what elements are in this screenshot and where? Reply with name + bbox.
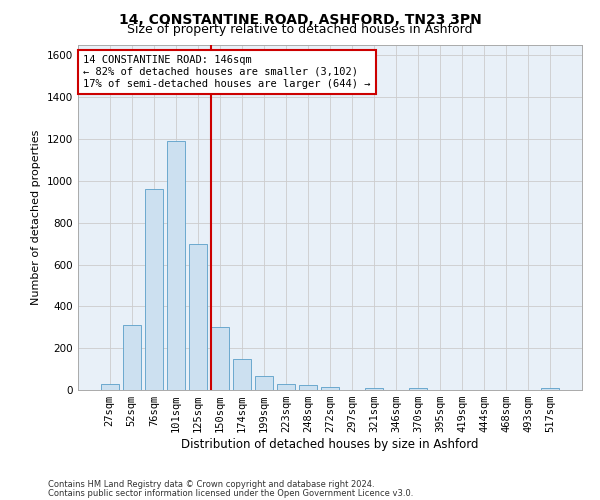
Bar	[541, 388, 559, 390]
Bar	[277, 384, 295, 390]
Bar	[189, 244, 206, 390]
Bar	[321, 387, 339, 390]
Text: Contains HM Land Registry data © Crown copyright and database right 2024.: Contains HM Land Registry data © Crown c…	[48, 480, 374, 489]
Bar	[233, 358, 251, 390]
Bar	[145, 190, 163, 390]
Y-axis label: Number of detached properties: Number of detached properties	[31, 130, 41, 305]
Bar	[167, 141, 185, 390]
X-axis label: Distribution of detached houses by size in Ashford: Distribution of detached houses by size …	[181, 438, 479, 451]
Bar	[299, 385, 317, 390]
Bar	[211, 328, 229, 390]
Bar	[365, 388, 383, 390]
Text: Size of property relative to detached houses in Ashford: Size of property relative to detached ho…	[127, 22, 473, 36]
Bar	[101, 384, 119, 390]
Bar	[255, 376, 273, 390]
Text: 14, CONSTANTINE ROAD, ASHFORD, TN23 3PN: 14, CONSTANTINE ROAD, ASHFORD, TN23 3PN	[119, 12, 481, 26]
Text: 14 CONSTANTINE ROAD: 146sqm
← 82% of detached houses are smaller (3,102)
17% of : 14 CONSTANTINE ROAD: 146sqm ← 82% of det…	[83, 56, 371, 88]
Text: Contains public sector information licensed under the Open Government Licence v3: Contains public sector information licen…	[48, 488, 413, 498]
Bar	[409, 388, 427, 390]
Bar	[123, 325, 140, 390]
